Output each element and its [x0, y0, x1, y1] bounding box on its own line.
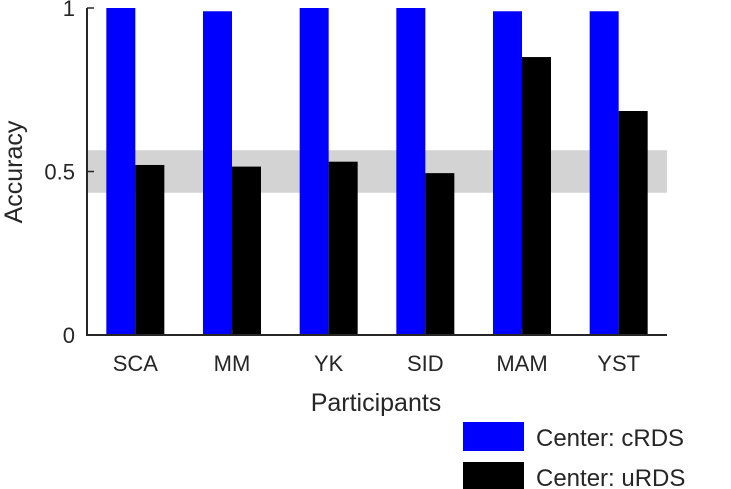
x-axis-label: Participants	[311, 389, 442, 417]
bar-mm-series-1	[232, 166, 261, 335]
chance-band	[87, 150, 667, 193]
bar-mm-series-0	[203, 11, 232, 336]
y-tick-label-1: 0.5	[44, 160, 75, 185]
x-tick-label-sid: SID	[407, 351, 444, 376]
legend-label-1: Center: uRDS	[536, 465, 685, 489]
bar-sca-series-0	[106, 8, 136, 335]
x-tick-label-sca: SCA	[113, 351, 159, 376]
y-ticks-group: 00.51	[44, 0, 94, 348]
bar-yst-series-0	[589, 11, 619, 336]
x-tick-label-yst: YST	[597, 351, 640, 376]
y-axis-label: Accuracy	[0, 120, 28, 223]
bar-sca-series-1	[135, 164, 165, 335]
bar-yk-series-1	[328, 161, 358, 335]
y-tick-label-2: 1	[63, 0, 75, 21]
legend-label-0: Center: cRDS	[536, 425, 684, 452]
bar-yk-series-0	[299, 8, 329, 335]
x-tick-label-mam: MAM	[496, 351, 547, 376]
x-tick-label-yk: YK	[314, 351, 344, 376]
bar-mam-series-0	[493, 11, 522, 336]
bar-mam-series-1	[522, 57, 551, 336]
legend-swatch-0	[463, 422, 524, 451]
y-tick-label-0: 0	[63, 323, 75, 348]
bar-sid-series-0	[396, 8, 426, 335]
legend: Center: cRDS Center: uRDS	[463, 422, 685, 489]
bars-group	[106, 8, 648, 336]
bar-sid-series-1	[425, 173, 455, 335]
x-tick-label-mm: MM	[214, 351, 251, 376]
bar-yst-series-1	[618, 111, 648, 335]
x-ticks-group: SCA MM YK SID MAM YST	[113, 329, 640, 376]
legend-swatch-1	[463, 462, 524, 489]
